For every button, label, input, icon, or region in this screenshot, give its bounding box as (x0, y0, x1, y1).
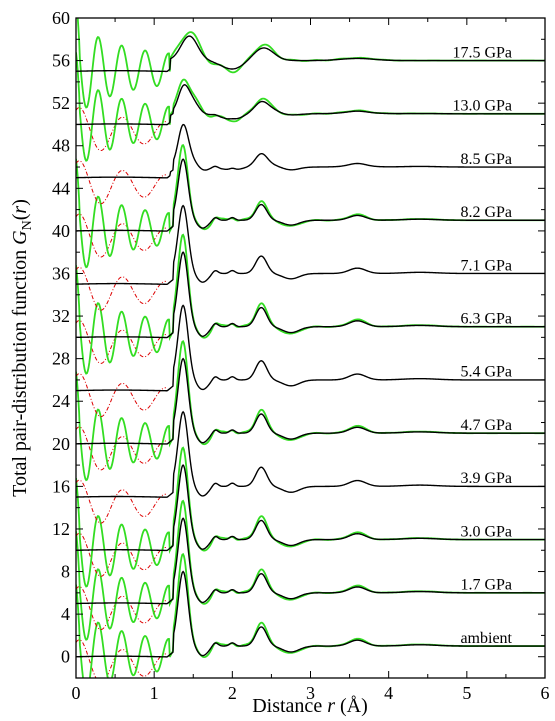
black-curve (76, 410, 545, 498)
x-tick-label: 1 (150, 683, 159, 703)
y-tick-label: 4 (61, 604, 70, 624)
pressure-label: 3.9 GPa (460, 470, 512, 487)
y-tick-label: 24 (52, 391, 70, 411)
pressure-label: 13.0 GPa (452, 98, 512, 115)
y-tick-label: 32 (52, 306, 70, 326)
y-tick-label: 60 (52, 8, 70, 28)
pressure-label: 7.1 GPa (460, 257, 512, 274)
black-curve (76, 570, 545, 658)
x-axis-label: Distance r (Å) (252, 695, 368, 717)
pressure-label: 4.7 GPa (460, 417, 512, 434)
y-tick-label: 28 (52, 349, 70, 369)
black-curve (76, 35, 545, 73)
black-curve (76, 158, 545, 232)
black-curve (76, 204, 545, 286)
y-tick-label: 40 (52, 221, 70, 241)
red-curve (76, 160, 166, 205)
y-axis-label: Total pair-distribution function GN(r) (9, 199, 35, 497)
y-tick-label: 56 (52, 51, 70, 71)
y-tick-label: 44 (52, 178, 70, 198)
black-curve (76, 357, 545, 445)
y-tick-label: 0 (61, 647, 70, 667)
black-curve (76, 304, 545, 392)
pressure-label: 8.5 GPa (460, 151, 512, 168)
pressure-label: 5.4 GPa (460, 364, 512, 381)
pressure-label: 1.7 GPa (460, 577, 512, 594)
curves-group (76, 18, 545, 678)
y-tick-label: 16 (52, 476, 70, 496)
y-tick-label: 8 (61, 562, 70, 582)
x-tick-label: 0 (72, 683, 81, 703)
red-curve (76, 373, 166, 418)
black-curve (76, 464, 545, 552)
x-tick-label: 2 (228, 683, 237, 703)
y-tick-label: 20 (52, 434, 70, 454)
pressure-label: 6.3 GPa (460, 311, 512, 328)
black-curve (76, 123, 545, 179)
x-tick-label: 3 (306, 683, 315, 703)
black-curve (76, 251, 545, 339)
pressure-label: ambient (460, 630, 512, 647)
pressure-label: 17.5 GPa (452, 44, 512, 61)
y-tick-label: 12 (52, 519, 70, 539)
x-tick-label: 4 (384, 683, 393, 703)
pressure-labels: ambient 1.7 GPa 3.0 GPa 3.9 GPa 4.7 GPa 5.4 G… (452, 44, 512, 646)
y-tick-label: 48 (52, 136, 70, 156)
pressure-label: 8.2 GPa (460, 204, 512, 221)
y-tick-label: 52 (52, 93, 70, 113)
black-curve (76, 517, 545, 605)
black-curve (76, 84, 545, 126)
red-curve (76, 266, 166, 311)
x-tick-label: 5 (462, 683, 471, 703)
x-tick-label: 6 (541, 683, 550, 703)
pressure-label: 3.0 GPa (460, 523, 512, 540)
red-curve (76, 479, 166, 524)
y-tick-label: 36 (52, 263, 70, 283)
